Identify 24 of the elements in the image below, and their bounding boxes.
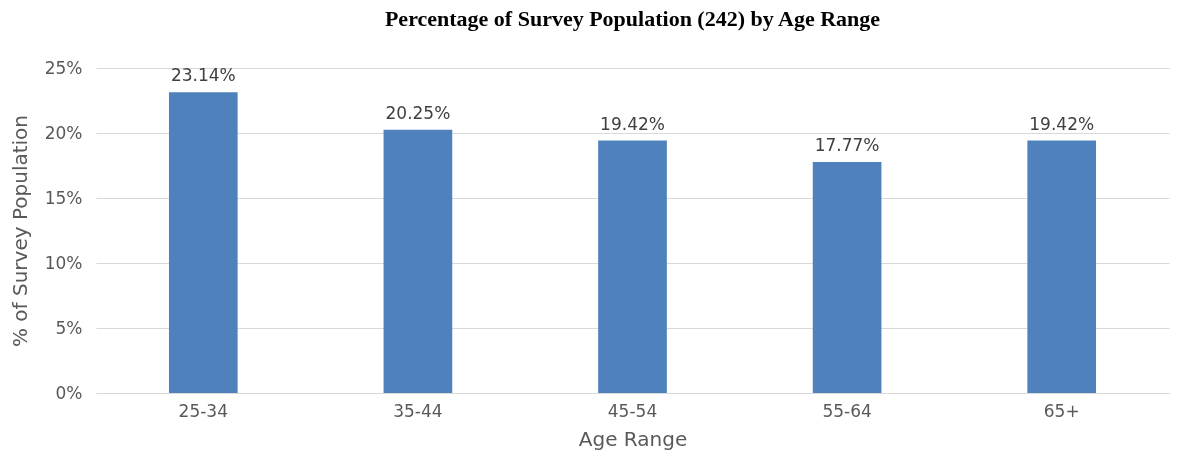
bar: [1027, 140, 1097, 393]
y-tick-label: 0%: [55, 382, 83, 403]
x-tick-label: 35-44: [393, 400, 443, 421]
bar: [168, 92, 238, 393]
x-tick-label: 25-34: [178, 400, 228, 421]
data-label: 19.42%: [1029, 113, 1095, 134]
x-tick-label: 45-54: [607, 400, 658, 421]
x-tick-label: 65+: [1043, 400, 1080, 421]
data-label: 17.77%: [814, 134, 880, 155]
x-tick-label: 55-64: [822, 400, 872, 421]
y-tick-label: 15%: [44, 187, 83, 208]
y-tick-label: 10%: [44, 252, 83, 273]
data-label: 20.25%: [385, 102, 451, 123]
x-axis-title: Age Range: [578, 426, 688, 451]
y-tick-label: 5%: [55, 317, 83, 338]
data-label: 23.14%: [170, 65, 236, 86]
bar: [812, 161, 882, 393]
bar: [383, 129, 453, 393]
data-label: 19.42%: [600, 113, 665, 134]
y-tick-label: 25%: [44, 57, 83, 78]
chart-title: Percentage of Survey Population (242) by Age Range: [384, 6, 881, 31]
y-axis-title: % of Survey Population: [7, 114, 32, 348]
bar: [598, 140, 667, 393]
y-tick-label: 20%: [44, 122, 83, 143]
